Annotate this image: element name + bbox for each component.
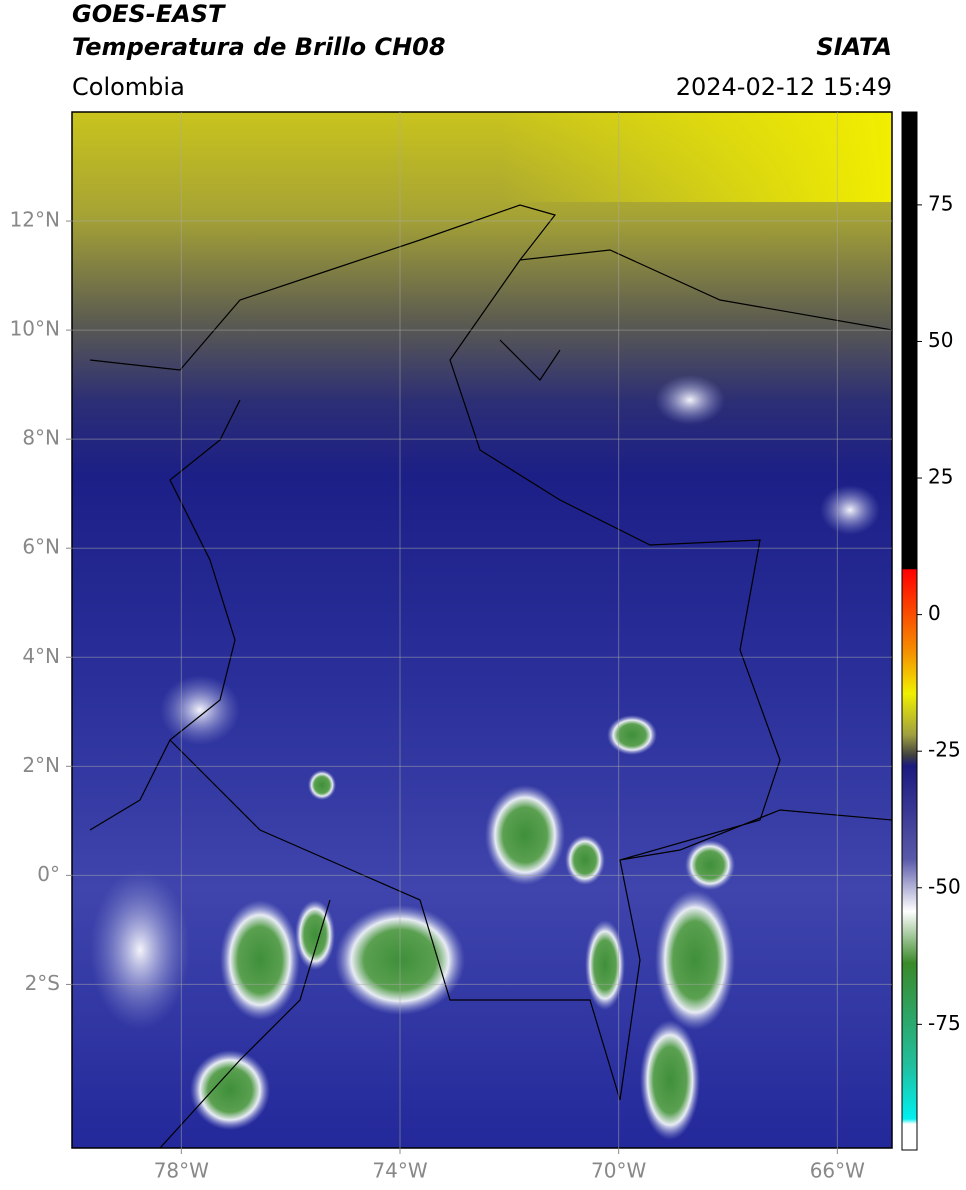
title: GOES-EAST <box>72 0 226 28</box>
colorbar-label: -50 <box>928 874 961 898</box>
colorbar-label: 50 <box>928 328 953 352</box>
x-tick-label: 66°W <box>810 1159 865 1183</box>
map-frame <box>71 111 893 1149</box>
subtitle: Temperatura de Brillo CH08 <box>72 33 446 61</box>
y-tick-label: 2°S <box>25 971 60 995</box>
y-tick-label: 4°N <box>22 644 60 668</box>
source: SIATA <box>816 33 892 61</box>
y-tick-label: 10°N <box>10 317 60 341</box>
colorbar <box>901 111 918 1151</box>
y-tick-label: 6°N <box>22 535 60 559</box>
x-tick-label: 74°W <box>372 1159 427 1183</box>
y-tick-label: 0° <box>37 862 60 886</box>
colorbar-label: 0 <box>928 601 941 625</box>
y-tick-label: 8°N <box>22 426 60 450</box>
y-tick-label: 2°N <box>22 753 60 777</box>
x-tick-label: 78°W <box>154 1159 209 1183</box>
x-tick-label: 70°W <box>591 1159 646 1183</box>
colorbar-label: -25 <box>928 738 961 762</box>
region: Colombia <box>72 73 185 101</box>
y-tick-label: 12°N <box>10 208 60 232</box>
datetime: 2024-02-12 15:49 <box>676 73 892 101</box>
colorbar-label: 25 <box>928 465 953 489</box>
colorbar-label: 75 <box>928 191 953 215</box>
colorbar-label: -75 <box>928 1011 961 1035</box>
satellite-image <box>72 112 892 1148</box>
